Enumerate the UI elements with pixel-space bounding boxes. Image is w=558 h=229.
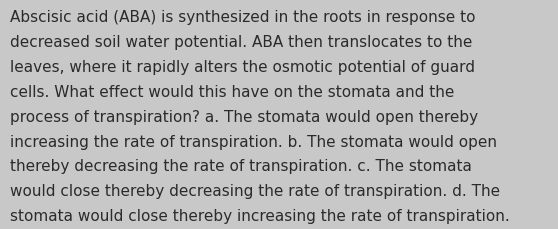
Text: increasing the rate of transpiration. b. The stomata would open: increasing the rate of transpiration. b.…: [10, 134, 497, 149]
Text: cells. What effect would this have on the stomata and the: cells. What effect would this have on th…: [10, 85, 454, 99]
Text: stomata would close thereby increasing the rate of transpiration.: stomata would close thereby increasing t…: [10, 208, 510, 223]
Text: process of transpiration? a. The stomata would open thereby: process of transpiration? a. The stomata…: [10, 109, 478, 124]
Text: would close thereby decreasing the rate of transpiration. d. The: would close thereby decreasing the rate …: [10, 183, 500, 198]
Text: decreased soil water potential. ABA then translocates to the: decreased soil water potential. ABA then…: [10, 35, 473, 50]
Text: Abscisic acid (ABA) is synthesized in the roots in response to: Abscisic acid (ABA) is synthesized in th…: [10, 10, 475, 25]
Text: thereby decreasing the rate of transpiration. c. The stomata: thereby decreasing the rate of transpira…: [10, 159, 472, 174]
Text: leaves, where it rapidly alters the osmotic potential of guard: leaves, where it rapidly alters the osmo…: [10, 60, 475, 75]
